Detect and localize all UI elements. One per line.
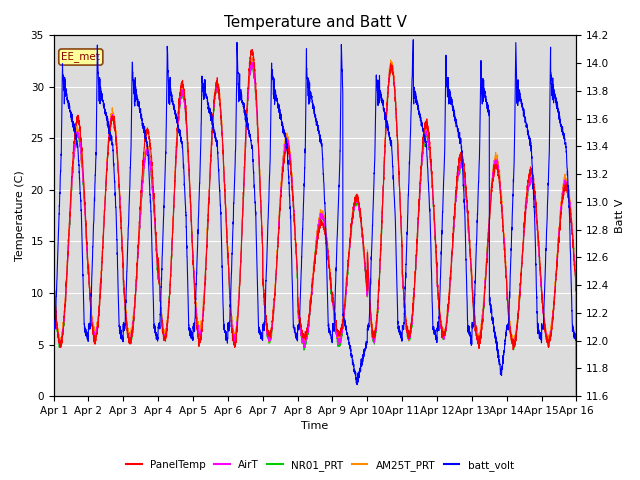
Y-axis label: Temperature (C): Temperature (C) xyxy=(15,170,25,261)
Title: Temperature and Batt V: Temperature and Batt V xyxy=(223,15,406,30)
Y-axis label: Batt V: Batt V xyxy=(615,199,625,233)
Legend: PanelTemp, AirT, NR01_PRT, AM25T_PRT, batt_volt: PanelTemp, AirT, NR01_PRT, AM25T_PRT, ba… xyxy=(122,456,518,475)
X-axis label: Time: Time xyxy=(301,421,328,432)
Text: EE_met: EE_met xyxy=(61,51,100,62)
